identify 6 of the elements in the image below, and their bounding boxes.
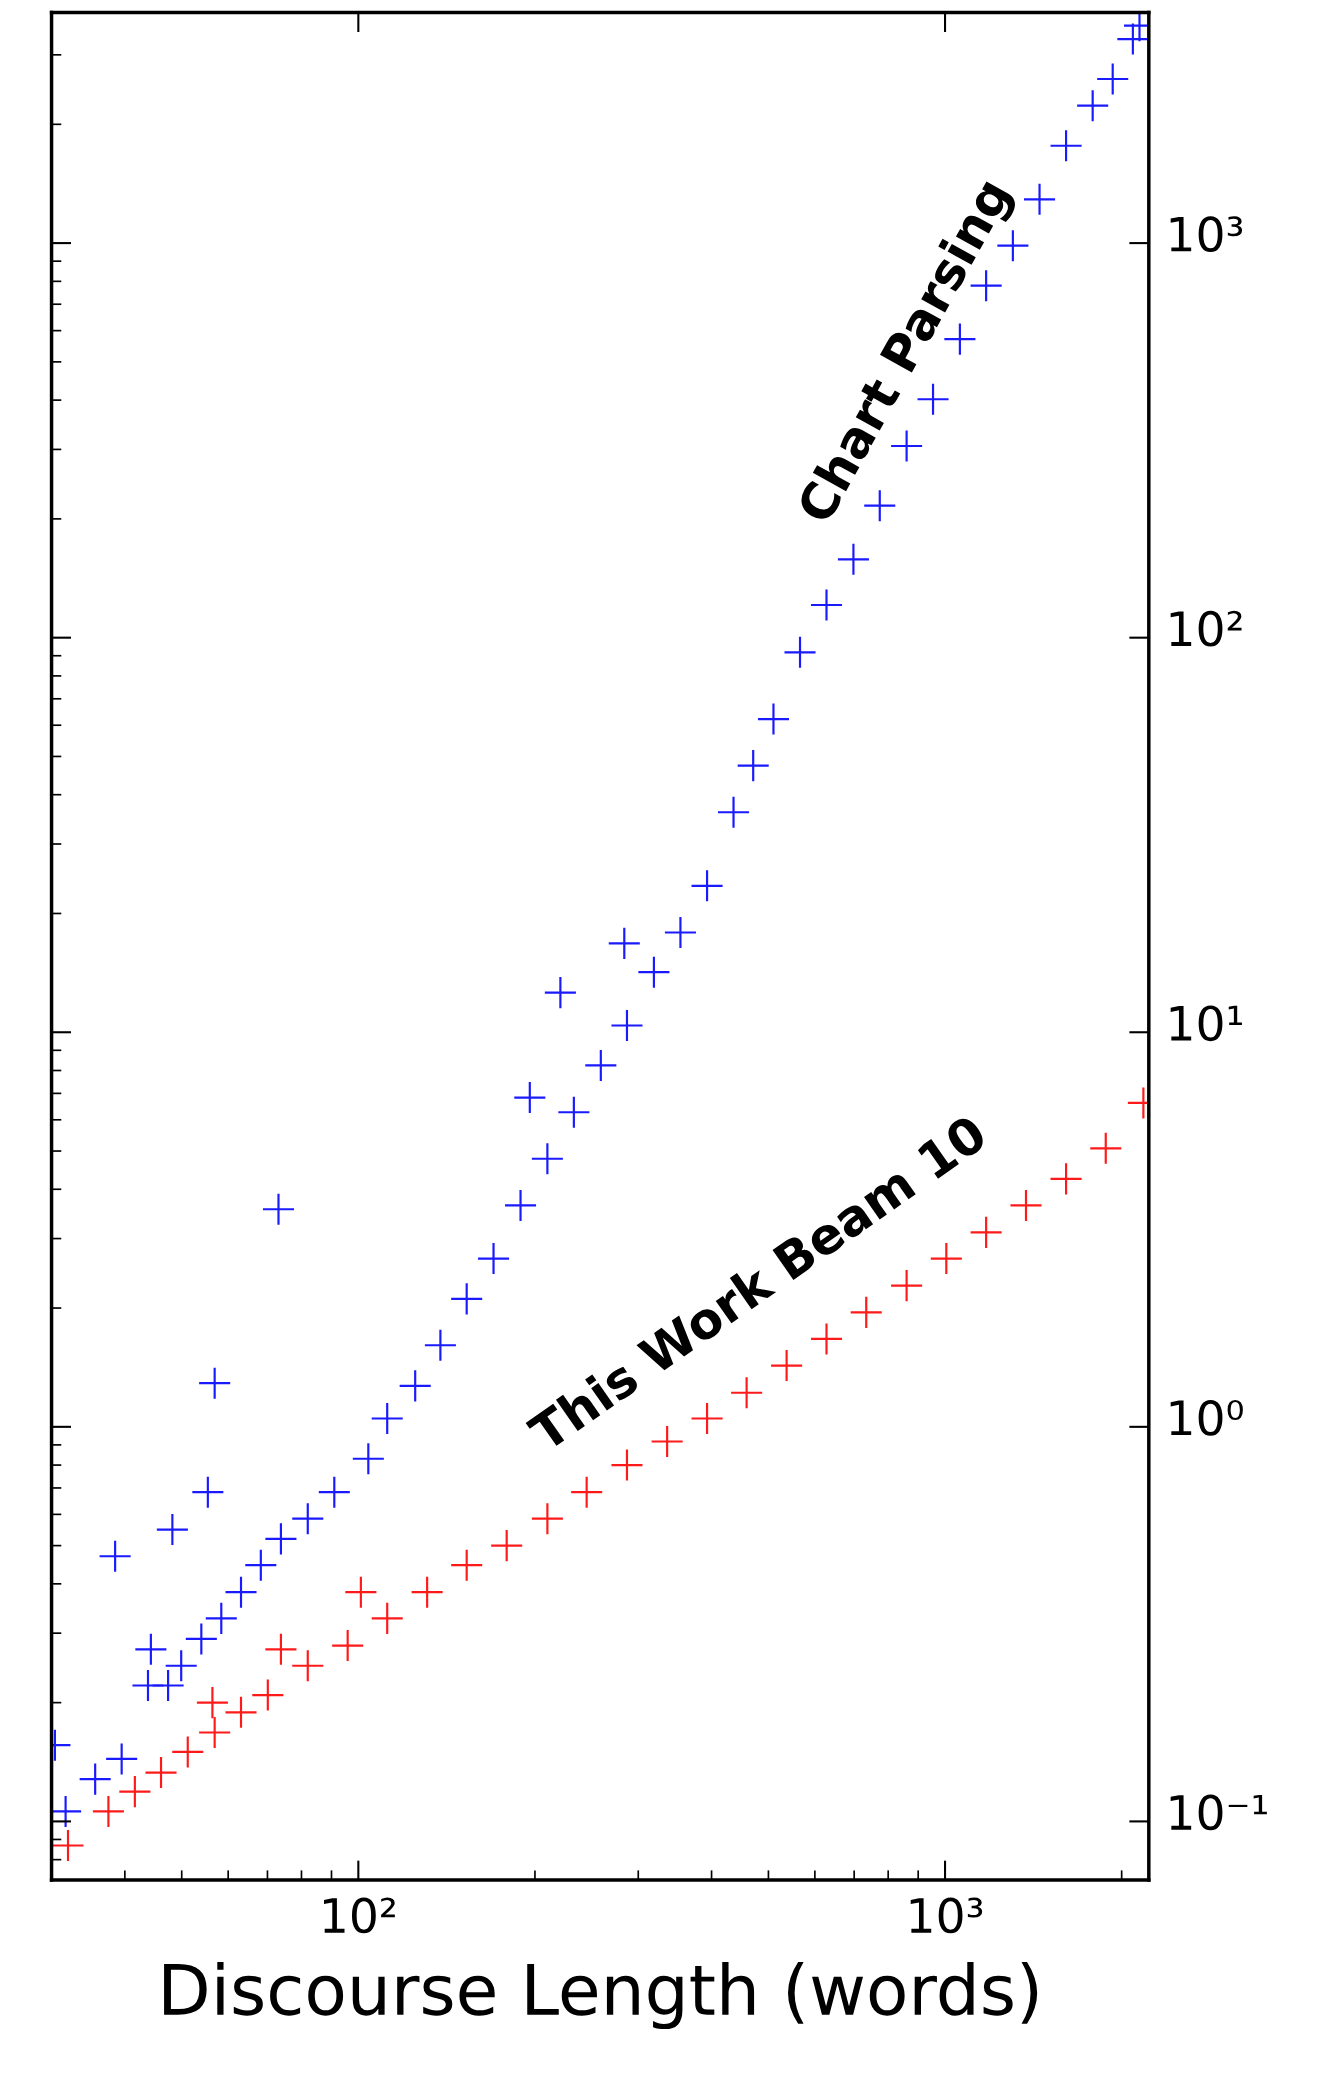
y-tick-label: 10³	[1170, 216, 1243, 252]
y-tick-label: 10⁻¹	[1170, 1794, 1267, 1831]
y-tick-label: 10¹	[1170, 1005, 1242, 1042]
y-tick-label: 10²	[1170, 610, 1242, 647]
x-axis-title: Discourse Length (words)	[164, 1961, 1038, 2030]
y-tick-label: 10⁰	[1170, 1400, 1243, 1436]
